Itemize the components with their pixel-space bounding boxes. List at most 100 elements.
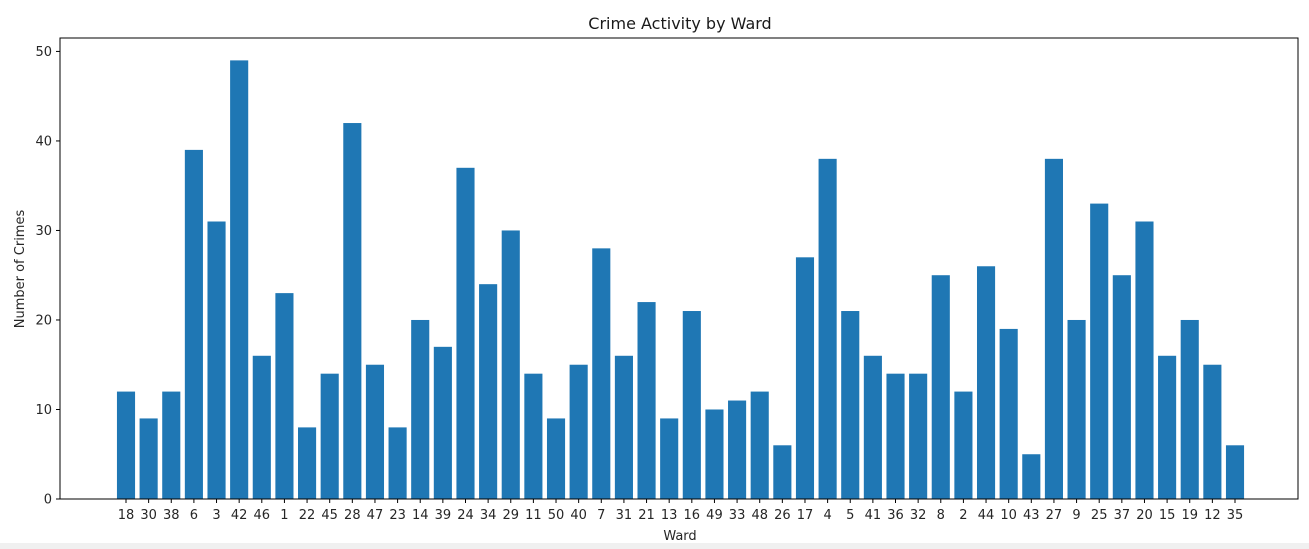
x-tick-label: 20 (1136, 508, 1153, 523)
x-tick-label: 32 (910, 508, 927, 523)
x-tick-label: 27 (1046, 508, 1063, 523)
bar-ward-38 (162, 391, 181, 499)
x-tick-label: 24 (457, 508, 474, 523)
x-tick-label: 48 (751, 508, 768, 523)
bar-ward-36 (886, 373, 905, 499)
x-tick-label: 10 (1000, 508, 1017, 523)
x-tick-label: 9 (1072, 508, 1080, 523)
x-tick-label: 25 (1091, 508, 1108, 523)
x-tick-label: 30 (140, 508, 157, 523)
x-tick-label: 12 (1204, 508, 1221, 523)
x-tick-label: 36 (887, 508, 904, 523)
y-tick-label: 0 (44, 493, 52, 508)
bar-ward-34 (479, 284, 498, 499)
y-tick-label: 50 (35, 45, 52, 60)
x-tick-label: 44 (978, 508, 995, 523)
x-tick-label: 43 (1023, 508, 1040, 523)
bar-ward-25 (1090, 203, 1109, 499)
x-tick-label: 42 (231, 508, 248, 523)
y-tick-label: 10 (35, 403, 52, 418)
bar-ward-5 (841, 311, 860, 499)
x-tick-label: 47 (367, 508, 384, 523)
x-tick-label: 46 (254, 508, 271, 523)
x-tick-label: 50 (548, 508, 565, 523)
bar-ward-9 (1067, 319, 1086, 499)
plot-frame (59, 37, 1299, 500)
bar-ward-3 (207, 221, 226, 499)
bar-ward-27 (1044, 158, 1063, 499)
x-tick-label: 37 (1114, 508, 1131, 523)
bar-ward-7 (592, 248, 611, 499)
x-tick-label: 15 (1159, 508, 1176, 523)
x-tick-label: 22 (299, 508, 316, 523)
chart-title: Crime Activity by Ward (588, 14, 771, 33)
bar-ward-1 (275, 293, 294, 499)
x-tick-label: 16 (684, 508, 701, 523)
bar-ward-15 (1158, 355, 1177, 499)
x-tick-label: 49 (706, 508, 723, 523)
bar-ward-10 (999, 328, 1018, 499)
bar-ward-37 (1112, 275, 1131, 499)
bar-ward-42 (230, 60, 249, 499)
x-tick-label: 40 (570, 508, 587, 523)
x-tick-label: 34 (480, 508, 497, 523)
x-axis: 18 30 38 6 3 42 46 1 22 45 28 47 23 14 39 24 34 29 11 50 40 7… (118, 499, 1243, 523)
bar-ward-35 (1225, 445, 1245, 499)
bar-ward-14 (411, 319, 430, 499)
x-tick-label: 5 (846, 508, 854, 523)
bar-ward-47 (365, 364, 385, 499)
bar-ward-8 (931, 275, 950, 499)
bar-ward-24 (456, 167, 475, 500)
bar-ward-48 (750, 391, 769, 499)
x-tick-label: 21 (638, 508, 655, 523)
bar-ward-46 (252, 355, 271, 499)
bar-ward-19 (1180, 319, 1199, 499)
x-tick-label: 11 (525, 508, 542, 523)
bar-ward-13 (660, 418, 679, 499)
x-tick-label: 7 (597, 508, 605, 523)
bar-ward-43 (1022, 454, 1041, 499)
bar-ward-18 (116, 391, 136, 499)
x-tick-label: 3 (212, 508, 220, 523)
x-tick-label: 2 (959, 508, 967, 523)
bottom-strip (0, 543, 1309, 549)
x-tick-label: 23 (389, 508, 406, 523)
bar-ward-4 (818, 158, 837, 499)
x-tick-label: 18 (118, 508, 135, 523)
x-tick-label: 1 (280, 508, 288, 523)
bar-ward-6 (184, 149, 203, 499)
bar-ward-41 (863, 355, 882, 499)
x-tick-label: 31 (616, 508, 633, 523)
bar-ward-50 (546, 418, 566, 499)
x-tick-label: 29 (502, 508, 519, 523)
bar-ward-20 (1135, 221, 1154, 499)
bar-ward-29 (501, 230, 520, 499)
x-tick-label: 17 (797, 508, 814, 523)
x-tick-label: 4 (823, 508, 831, 523)
bar-ward-28 (343, 123, 362, 499)
x-tick-label: 19 (1181, 508, 1198, 523)
y-axis: 0 10 20 30 40 50 (35, 45, 60, 508)
bar-ward-33 (728, 400, 747, 499)
bar-ward-30 (139, 418, 158, 499)
x-axis-title: Ward (663, 529, 696, 544)
x-tick-label: 14 (412, 508, 429, 523)
bar-ward-22 (298, 427, 317, 499)
x-tick-label: 45 (321, 508, 338, 523)
x-tick-label: 41 (865, 508, 882, 523)
bar-ward-16 (682, 311, 701, 499)
bar-ward-11 (524, 373, 543, 499)
x-tick-label: 39 (435, 508, 452, 523)
y-tick-label: 30 (35, 224, 52, 239)
x-tick-label: 28 (344, 508, 361, 523)
y-tick-label: 20 (35, 313, 52, 328)
bar-ward-39 (433, 346, 452, 499)
x-tick-label: 26 (774, 508, 791, 523)
x-tick-label: 13 (661, 508, 678, 523)
x-tick-label: 6 (190, 508, 198, 523)
y-axis-title: Number of Crimes (13, 210, 28, 329)
bar-ward-45 (320, 373, 339, 499)
x-tick-label: 38 (163, 508, 180, 523)
